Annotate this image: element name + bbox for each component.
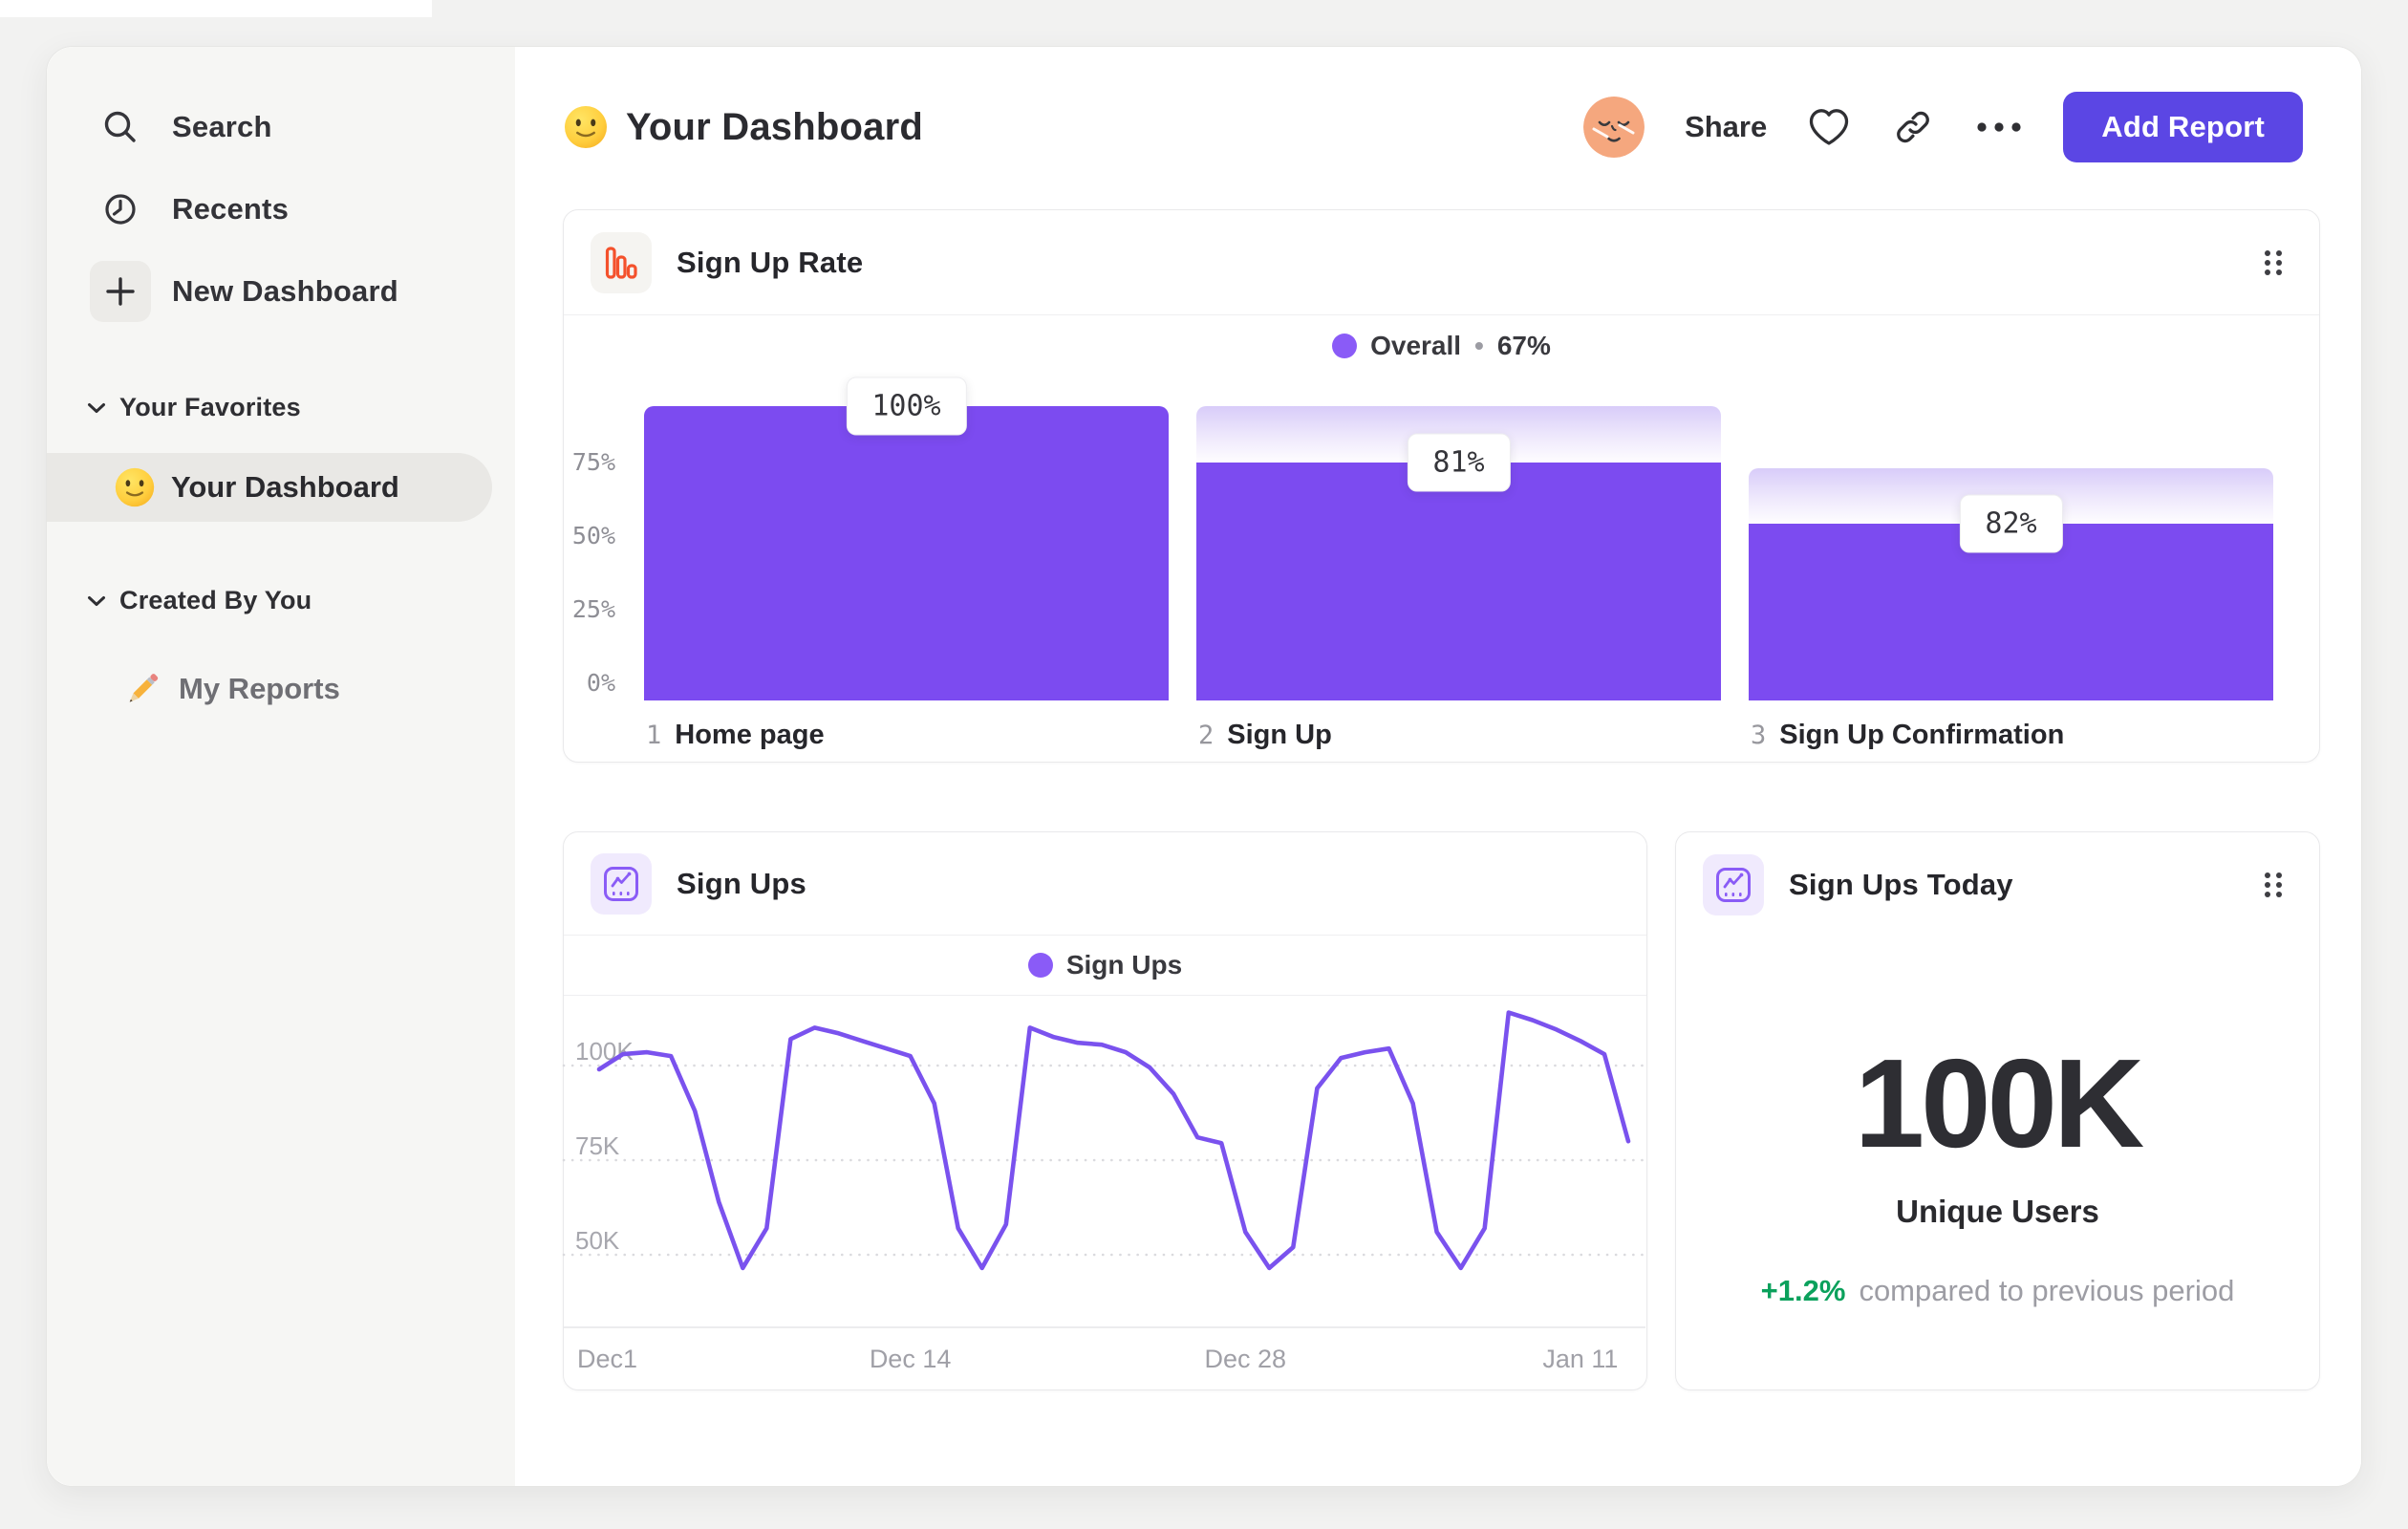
legend-series-name: Overall <box>1370 331 1462 360</box>
legend-dot <box>1332 334 1358 358</box>
sign-ups-card: Sign Ups Sign Ups 100K 75K 50K Dec1 Dec 14 D… <box>562 831 1647 1390</box>
favorite-heart-icon[interactable] <box>1807 107 1851 147</box>
app-window: Search Recents New Dashboard Your Favori… <box>46 46 2362 1487</box>
sidebar-item-label: My Reports <box>179 672 340 705</box>
funnel-y-tick: 0% <box>586 669 615 697</box>
line-x-tick: Dec 28 <box>1204 1345 1287 1373</box>
pencil-emoji-icon <box>121 668 163 710</box>
section-label: Created By You <box>119 586 312 614</box>
sidebar-item-label: Your Dashboard <box>171 470 399 504</box>
line-x-axis: Dec1 Dec 14 Dec 28 Jan 11 <box>564 1345 1646 1377</box>
sidebar-section-created-by-you[interactable]: Created By You <box>87 586 312 615</box>
legend-overall-value: 67% <box>1496 331 1551 360</box>
add-report-button[interactable]: Add Report <box>2063 92 2303 162</box>
main-content: Your Dashboard Share <box>515 47 2361 1486</box>
line-chart-icon <box>1703 854 1764 915</box>
sidebar-item-label: Recents <box>172 192 290 226</box>
funnel-y-tick: 50% <box>571 522 615 549</box>
line-legend: Sign Ups <box>564 936 1646 996</box>
card-title: Sign Ups Today <box>1789 868 2013 901</box>
funnel-bar[interactable] <box>1749 524 2273 700</box>
funnel-step-2: 81% 2 Sign Up <box>1196 406 1721 750</box>
sidebar-item-label: Search <box>172 110 272 143</box>
chevron-down-icon <box>88 595 105 606</box>
search-icon <box>90 97 151 158</box>
line-y-tick: 75K <box>575 1131 620 1160</box>
line-x-tick: Dec 14 <box>869 1345 952 1373</box>
funnel-value-tooltip: 100% <box>846 377 967 436</box>
line-series-sign-ups <box>596 1010 1631 1271</box>
section-label: Your Favorites <box>119 393 301 421</box>
plus-icon <box>90 261 151 322</box>
metric-delta: +1.2% compared to previous period <box>1676 1274 2319 1308</box>
line-y-tick: 50K <box>575 1226 620 1255</box>
sign-ups-today-card: Sign Ups Today 100K Unique Users +1.2% c… <box>1675 831 2320 1390</box>
share-button[interactable]: Share <box>1685 110 1768 143</box>
line-plot: 100K 75K 50K <box>562 996 1647 1328</box>
funnel-value-tooltip: 81% <box>1407 433 1511 492</box>
line-y-tick: 100K <box>575 1037 634 1066</box>
legend-separator: • <box>1474 331 1484 360</box>
legend-dot <box>1027 953 1053 978</box>
drag-handle-icon[interactable] <box>2254 240 2292 286</box>
top-strip <box>0 0 432 17</box>
funnel-plot: 75% 50% 25% 0% 100% 1 Home page 81% 2 Sign Up 82%… <box>564 377 2319 750</box>
delta-value: +1.2% <box>1760 1274 1846 1307</box>
card-title: Sign Up Rate <box>677 245 864 279</box>
sidebar-item-label: New Dashboard <box>172 274 398 308</box>
funnel-y-tick: 75% <box>571 448 615 476</box>
sidebar-item-my-reports[interactable]: My Reports <box>47 655 492 723</box>
copy-link-icon[interactable] <box>1891 105 1935 149</box>
drag-handle-icon[interactable] <box>2254 862 2292 908</box>
funnel-step-label: 2 Sign Up <box>1198 720 1332 751</box>
funnel-step-name: Home page <box>675 720 825 750</box>
more-options-icon[interactable] <box>1975 120 2023 134</box>
funnel-legend: Overall • 67% <box>564 323 2319 369</box>
sidebar-item-recents[interactable]: Recents <box>90 179 504 240</box>
dashboard-header: Your Dashboard Share <box>563 83 2303 171</box>
funnel-bar[interactable] <box>1196 462 1721 700</box>
line-x-tick: Dec1 <box>577 1345 638 1373</box>
sidebar-item-new-dashboard[interactable]: New Dashboard <box>90 261 504 322</box>
funnel-step-label: 1 Home page <box>646 720 825 751</box>
funnel-value-tooltip: 82% <box>1959 494 2063 553</box>
smiley-emoji-icon <box>563 104 609 150</box>
line-chart-icon <box>591 852 652 915</box>
sidebar: Search Recents New Dashboard Your Favori… <box>47 47 515 1486</box>
funnel-step-index: 2 <box>1198 721 1215 750</box>
metric-value: 100K <box>1854 1033 2145 1174</box>
funnel-step-name: Sign Up Confirmation <box>1779 720 2065 750</box>
smiley-emoji-icon <box>114 466 156 508</box>
funnel-step-index: 3 <box>1751 721 1767 750</box>
sign-up-rate-card: Sign Up Rate Overall • 67% 75% 50% 25% 0% 1… <box>563 209 2320 763</box>
clock-icon <box>90 179 151 240</box>
page-title: Your Dashboard <box>626 105 923 148</box>
delta-note: compared to previous period <box>1859 1274 2235 1307</box>
funnel-y-axis: 75% 50% 25% 0% <box>564 406 631 700</box>
sidebar-section-your-favorites[interactable]: Your Favorites <box>87 393 301 422</box>
funnel-step-label: 3 Sign Up Confirmation <box>1751 720 2064 751</box>
line-x-tick: Jan 11 <box>1542 1345 1619 1373</box>
funnel-bar[interactable] <box>644 406 1169 700</box>
card-title: Sign Ups <box>677 866 806 900</box>
funnel-step-3: 82% 3 Sign Up Confirmation <box>1749 406 2273 750</box>
sidebar-nav: Search Recents New Dashboard <box>47 97 504 343</box>
legend-series-name: Sign Ups <box>1065 950 1183 980</box>
funnel-step-1: 100% 1 Home page <box>644 377 1169 750</box>
bar-chart-icon <box>591 231 652 293</box>
sidebar-item-your-dashboard[interactable]: Your Dashboard <box>47 453 492 522</box>
chevron-down-icon <box>88 402 105 413</box>
sidebar-item-search[interactable]: Search <box>90 97 504 158</box>
funnel-step-index: 1 <box>646 721 662 750</box>
metric-label: Unique Users <box>1896 1194 2099 1229</box>
avatar[interactable] <box>1583 97 1645 158</box>
funnel-step-name: Sign Up <box>1227 720 1332 750</box>
funnel-y-tick: 25% <box>571 595 615 623</box>
